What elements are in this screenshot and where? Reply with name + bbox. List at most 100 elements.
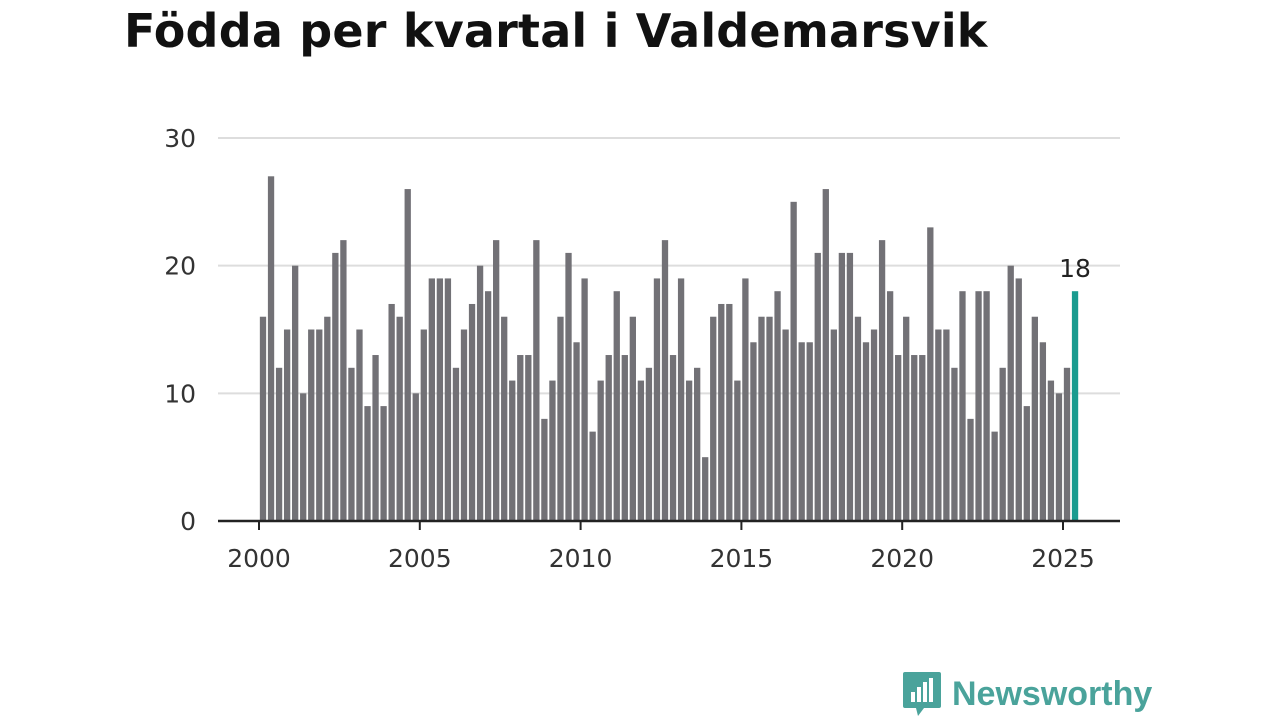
bar (911, 355, 918, 521)
bar (597, 380, 604, 521)
bar (573, 342, 580, 521)
bar (300, 393, 307, 521)
bar (420, 329, 427, 521)
bar (541, 418, 548, 521)
brand-name: Newsworthy (952, 674, 1153, 713)
bar (694, 367, 701, 521)
bar (637, 380, 645, 521)
bar (525, 355, 532, 521)
chart-title: Födda per kvartal i Valdemarsvik (124, 4, 988, 58)
bar (661, 240, 669, 521)
bar (822, 189, 829, 521)
bar (943, 329, 950, 521)
bar (364, 406, 371, 521)
bar (267, 176, 275, 522)
x-tick-label: 2015 (710, 544, 774, 573)
bar (460, 329, 468, 521)
bar (677, 278, 685, 521)
bar (975, 291, 982, 521)
bar (830, 329, 837, 521)
bar (380, 406, 387, 521)
bar (436, 278, 444, 521)
bar (348, 367, 355, 521)
bar (742, 278, 749, 521)
bar (581, 278, 588, 521)
bar (275, 367, 283, 521)
bar (983, 291, 990, 521)
x-tick-label: 2000 (227, 544, 291, 573)
bar (653, 278, 661, 521)
bar (854, 316, 862, 521)
bar (935, 329, 942, 521)
bar (340, 240, 347, 521)
bar (645, 367, 653, 521)
y-tick-label: 10 (164, 379, 196, 408)
bar (565, 252, 572, 521)
bar (782, 329, 789, 521)
bar (324, 316, 331, 521)
bar (750, 342, 757, 521)
bar (629, 316, 636, 521)
bar (991, 431, 998, 521)
bar (468, 303, 476, 521)
bar (806, 342, 813, 521)
bar (774, 291, 781, 521)
bar (484, 291, 492, 521)
bar (621, 355, 628, 521)
bar (444, 278, 452, 521)
bar (702, 457, 709, 521)
bar (685, 380, 693, 521)
bar (951, 367, 958, 521)
bar (927, 227, 934, 521)
bar (372, 355, 379, 521)
bar (549, 380, 556, 521)
bar (557, 316, 564, 521)
bar (1039, 342, 1047, 521)
bar (412, 393, 419, 521)
bar (758, 316, 765, 521)
bar (388, 303, 395, 521)
bar (710, 316, 717, 521)
bar (396, 316, 403, 521)
bar (1031, 316, 1038, 521)
bar (999, 367, 1006, 521)
bar (734, 380, 741, 521)
bar (476, 265, 484, 521)
bar (919, 355, 926, 521)
bar (1015, 278, 1022, 521)
bar (356, 329, 363, 521)
bar (283, 329, 291, 521)
bar (790, 201, 797, 521)
bar (517, 355, 524, 521)
bar (967, 418, 974, 521)
x-tick-label: 2005 (388, 544, 452, 573)
bar-highlight (1071, 291, 1079, 521)
bar (259, 316, 267, 521)
bar (493, 240, 500, 521)
axis-labels: 0 10 20 30 18 2000 2005 2010 2015 2020 2025 (164, 124, 1095, 573)
bar (501, 316, 508, 521)
bar (726, 303, 733, 521)
bar (404, 189, 411, 521)
bar (886, 291, 894, 521)
gridlines (218, 137, 1120, 395)
bars (259, 176, 1079, 522)
highlight-value-label: 18 (1059, 254, 1091, 283)
newsworthy-logo-icon (903, 672, 941, 716)
bar (959, 291, 966, 521)
x-tick-label: 2025 (1031, 544, 1095, 573)
bar (292, 265, 299, 521)
bar (862, 342, 870, 521)
x-tick-label: 2010 (549, 544, 613, 573)
bar (428, 278, 435, 521)
bar (613, 291, 620, 521)
y-tick-label: 30 (164, 124, 196, 153)
bar (766, 316, 773, 521)
bar (895, 355, 902, 521)
bar (838, 252, 846, 521)
bar (814, 252, 821, 521)
bar (718, 303, 725, 521)
bar (669, 355, 677, 521)
bar (509, 380, 516, 521)
